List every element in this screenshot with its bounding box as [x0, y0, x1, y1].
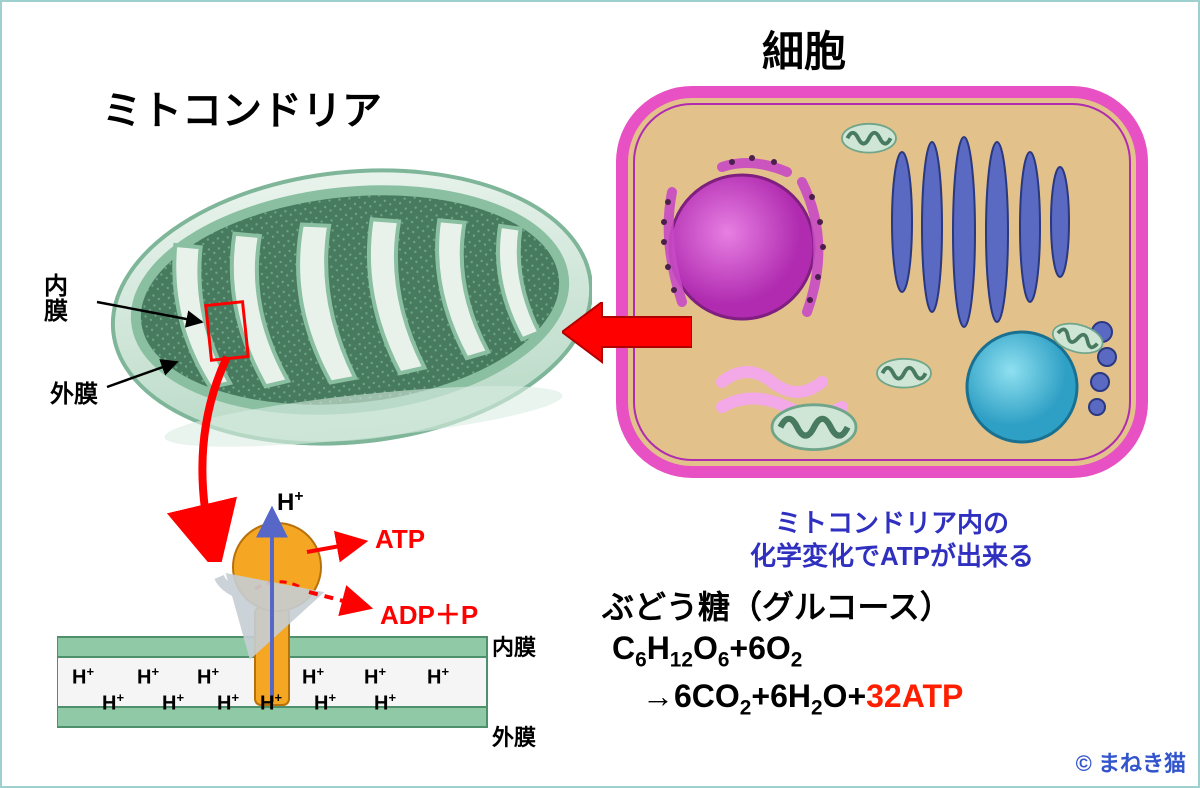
- title-mitochondria: ミトコンドリア: [102, 78, 382, 136]
- title-cell: 細胞: [762, 18, 846, 79]
- hplus-ion: H+: [217, 690, 239, 716]
- equation-reactants: C6H12O6+6O2: [612, 630, 802, 672]
- arrow-cell-to-mito: [562, 302, 692, 372]
- note-atp-production: ミトコンドリア内の 化学変化でATPが出来る: [662, 507, 1122, 572]
- hplus-ion: H+: [427, 664, 449, 690]
- hplus-ion: H+: [72, 664, 94, 690]
- label-inner-membrane-strip: 内膜: [492, 630, 536, 662]
- label-outer-membrane-strip: 外膜: [492, 720, 536, 752]
- hplus-ion: H+: [260, 690, 282, 716]
- hplus-ion: H+: [364, 664, 386, 690]
- label-atp: ATP: [375, 524, 425, 555]
- label-hplus-top: H+: [277, 488, 303, 517]
- glucose-title: ぶどう糖（グルコース）: [602, 582, 952, 628]
- hplus-ion: H+: [314, 690, 336, 716]
- equation-products: →6CO2+6H2O+32ATP: [642, 678, 963, 720]
- hplus-ion: H+: [162, 690, 184, 716]
- hplus-ion: H+: [102, 690, 124, 716]
- hplus-ion: H+: [302, 664, 324, 690]
- hplus-ion: H+: [137, 664, 159, 690]
- hplus-ion: H+: [374, 690, 396, 716]
- cell-illustration: [602, 72, 1162, 492]
- diagram-frame: ミトコンドリア 細胞: [0, 0, 1200, 788]
- hplus-ion: H+: [197, 664, 219, 690]
- label-adp-p: ADP＋P: [380, 595, 478, 632]
- copyright: © まねき猫: [1076, 746, 1186, 778]
